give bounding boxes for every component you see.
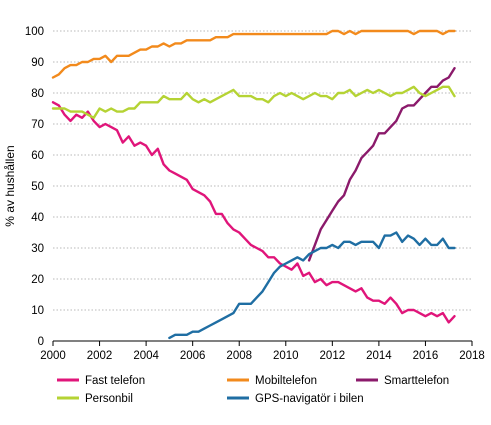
series-line-3 <box>51 85 456 119</box>
x-tick-label: 2008 <box>226 350 252 362</box>
x-tick-label: 2018 <box>459 350 485 362</box>
x-tick-label: 2014 <box>366 350 392 362</box>
series-line-4 <box>168 231 456 340</box>
x-tick-label: 2006 <box>180 350 206 362</box>
y-tick-label: 20 <box>31 274 44 286</box>
legend-label-0: Fast telefon <box>85 375 145 387</box>
gridlines <box>53 30 472 311</box>
legend-label-3: Personbil <box>85 393 133 405</box>
x-tick-label: 2012 <box>320 350 346 362</box>
x-tick-label: 2004 <box>133 350 159 362</box>
legend-label-2: Smarttelefon <box>384 375 449 387</box>
x-tick-labels: 2000 2002 2004 2006 2008 2010 2012 2014 2016 2018 <box>40 341 485 362</box>
y-tick-labels: 0 10 20 30 40 50 60 70 80 90 100 <box>25 26 44 348</box>
legend-label-1: Mobiltelefon <box>255 375 317 387</box>
x-tick-label: 2010 <box>273 350 299 362</box>
series-line-2 <box>307 67 456 262</box>
y-tick-label: 80 <box>31 88 44 100</box>
series-line-1 <box>51 29 456 79</box>
x-tick-label: 2016 <box>413 350 439 362</box>
legend: Fast telefon Mobiltelefon Smarttelefon Pers… <box>57 375 449 405</box>
y-tick-label: 30 <box>31 243 44 255</box>
x-tick-label: 2002 <box>87 350 113 362</box>
y-tick-label: 10 <box>31 305 44 317</box>
y-tick-label: 60 <box>31 150 44 162</box>
y-tick-label: 90 <box>31 57 44 69</box>
y-axis-title: % av hushållen <box>3 145 17 226</box>
y-tick-label: 40 <box>31 212 44 224</box>
y-tick-label: 50 <box>31 181 44 193</box>
series-lines <box>51 29 456 340</box>
legend-label-4: GPS-navigatör i bilen <box>255 393 364 405</box>
y-tick-label: 100 <box>25 26 44 38</box>
y-tick-label: 70 <box>31 119 44 131</box>
y-tick-label: 0 <box>38 336 44 348</box>
x-tick-label: 2000 <box>40 350 66 362</box>
series-line-0 <box>51 101 456 324</box>
